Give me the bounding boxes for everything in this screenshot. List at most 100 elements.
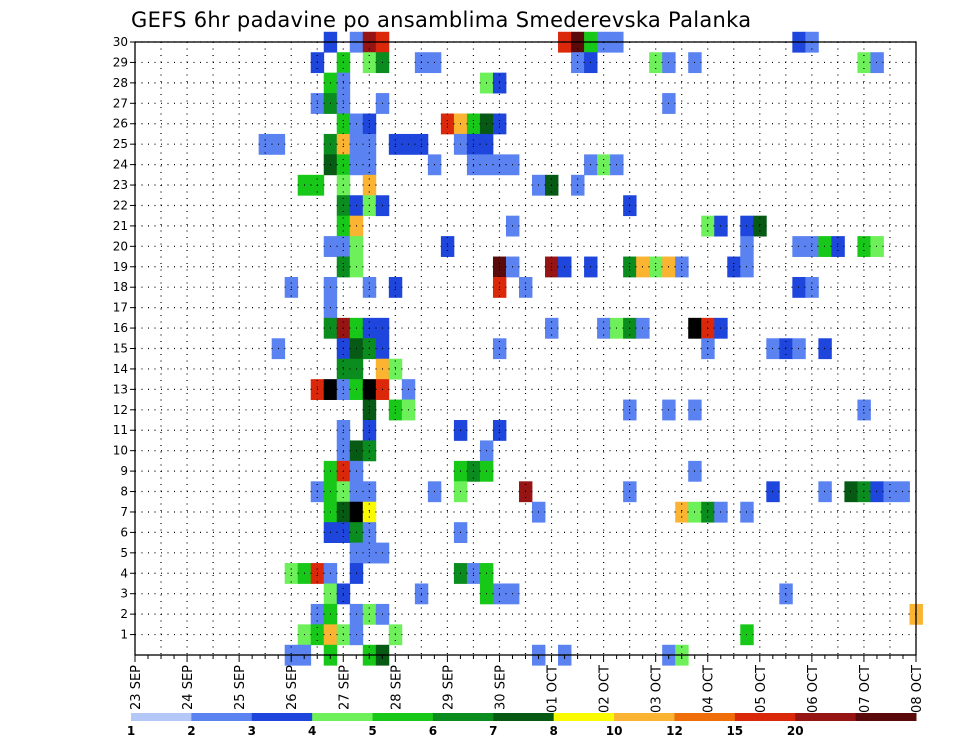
x-tick-label-14: 07 OCT [858,665,873,713]
colorbar-swatch-7 [553,713,615,721]
y-tick-label-22: 22 [113,198,128,212]
y-tick-label-20: 20 [113,239,128,253]
x-tick-label-2: 25 SEP [233,665,248,710]
x-tick-label-15: 08 OCT [910,665,925,713]
colorbar-label-4: 5 [368,724,376,738]
colorbar-swatch-11 [795,713,857,721]
y-axis: 1234567891011121314151617181920212223242… [113,35,135,642]
x-tick-label-1: 24 SEP [181,665,196,710]
x-tick-label-5: 28 SEP [389,665,404,710]
heatmap-cells [258,31,923,666]
x-axis: 23 SEP 24 SEP 25 SEP 26 SEP 27 SEP 28 SEP 29 S… [129,655,925,713]
y-tick-label-3: 3 [120,587,128,601]
y-tick-label-9: 9 [120,464,128,478]
colorbar-label-8: 10 [606,724,623,738]
x-tick-label-11: 04 OCT [702,665,717,713]
grid-lines [135,41,916,655]
y-tick-label-13: 13 [113,382,128,396]
heatmap-cell-m29-s56 [857,52,871,74]
x-tick-label-4: 27 SEP [337,665,352,710]
heatmap-cell-m20-s56 [857,236,871,257]
x-tick-label-8: 01 OCT [546,665,561,713]
x-tick-label-7: 30 SEP [494,665,509,710]
y-tick-label-27: 27 [113,96,128,110]
y-tick-label-26: 26 [113,117,128,131]
colorbar-label-5: 6 [429,724,437,738]
colorbar-swatch-5 [432,713,494,721]
heatmap-cell-m15-s53 [818,338,832,360]
x-tick-label-6: 29 SEP [441,665,456,710]
colorbar: 1 2 3 4 5 6 7 8 10 12 15 20 [127,713,917,738]
y-tick-label-10: 10 [113,444,128,458]
heatmap-cell-m18-s52 [805,276,819,298]
colorbar-label-6: 7 [489,724,497,738]
colorbar-label-2: 3 [248,724,256,738]
y-tick-label-7: 7 [120,505,128,519]
y-tick-label-21: 21 [113,219,128,233]
y-tick-label-5: 5 [120,546,128,560]
y-tick-label-29: 29 [113,55,128,69]
colorbar-label-3: 4 [308,724,316,738]
y-tick-label-15: 15 [113,342,128,356]
heatmap-cell-m8-s59 [896,481,910,503]
x-tick-label-12: 05 OCT [754,665,769,713]
y-tick-label-16: 16 [113,321,128,335]
heatmap-cell-m8-s55 [844,481,858,503]
x-tick-label-13: 06 OCT [806,665,821,713]
colorbar-label-7: 8 [550,724,558,738]
colorbar-label-9: 12 [666,724,683,738]
heatmap-cell-m20-s52 [805,236,819,257]
colorbar-swatch-0 [131,713,192,721]
y-tick-label-2: 2 [120,607,128,621]
heatmap-cell-m8-s49 [766,481,780,503]
y-tick-label-12: 12 [113,403,128,417]
heatmap-cell-m8-s58 [883,481,897,503]
colorbar-swatch-1 [191,713,253,721]
heatmap-cell-m8-s57 [870,481,884,503]
y-tick-label-24: 24 [113,158,128,172]
y-tick-label-23: 23 [113,178,128,192]
y-tick-label-14: 14 [113,362,128,376]
heatmap-cell-m18-s51 [792,276,806,298]
colorbar-swatch-10 [734,713,796,721]
y-tick-label-1: 1 [120,628,128,642]
heatmap-cell-m15-s50 [779,338,793,360]
colorbar-label-1: 2 [187,724,195,738]
heatmap-cell-m8-s56 [857,481,871,503]
x-tick-label-10: 03 OCT [650,665,665,713]
y-tick-label-25: 25 [113,137,128,151]
heatmap-cell-m8-s53 [818,481,832,503]
heatmap-cell-m20-s54 [831,236,845,257]
colorbar-swatch-4 [372,713,434,721]
y-tick-label-28: 28 [113,76,128,90]
colorbar-swatch-3 [312,713,374,721]
y-tick-label-11: 11 [113,423,128,437]
colorbar-label-11: 20 [787,724,804,738]
chart-title: GEFS 6hr padavine po ansamblima Smederev… [131,8,751,32]
x-tick-label-0: 23 SEP [129,665,144,710]
heatmap-cell-m20-s53 [818,236,832,257]
y-tick-label-17: 17 [113,301,128,315]
y-tick-label-4: 4 [120,566,128,580]
x-tick-label-9: 02 OCT [598,665,613,713]
heatmap-cell-m3-s50 [779,583,793,605]
y-tick-label-18: 18 [113,280,128,294]
heatmap-cell-m29-s57 [870,52,884,74]
y-tick-label-8: 8 [120,485,128,499]
heatmap-cell-m20-s57 [870,236,884,257]
colorbar-swatch-9 [674,713,736,721]
colorbar-swatch-12 [855,713,917,721]
colorbar-label-0: 1 [127,724,135,738]
heatmap-cell-m15-s51 [792,338,806,360]
colorbar-swatch-2 [251,713,313,721]
x-tick-label-3: 26 SEP [285,665,300,710]
colorbar-swatch-8 [614,713,675,721]
heatmap-cell-m20-s51 [792,236,806,257]
y-tick-label-19: 19 [113,260,128,274]
colorbar-label-10: 15 [726,724,743,738]
heatmap-cell-m12-s56 [857,399,871,421]
colorbar-swatch-6 [493,713,555,721]
heatmap-cell-m15-s49 [766,338,780,360]
y-tick-label-6: 6 [120,525,128,539]
